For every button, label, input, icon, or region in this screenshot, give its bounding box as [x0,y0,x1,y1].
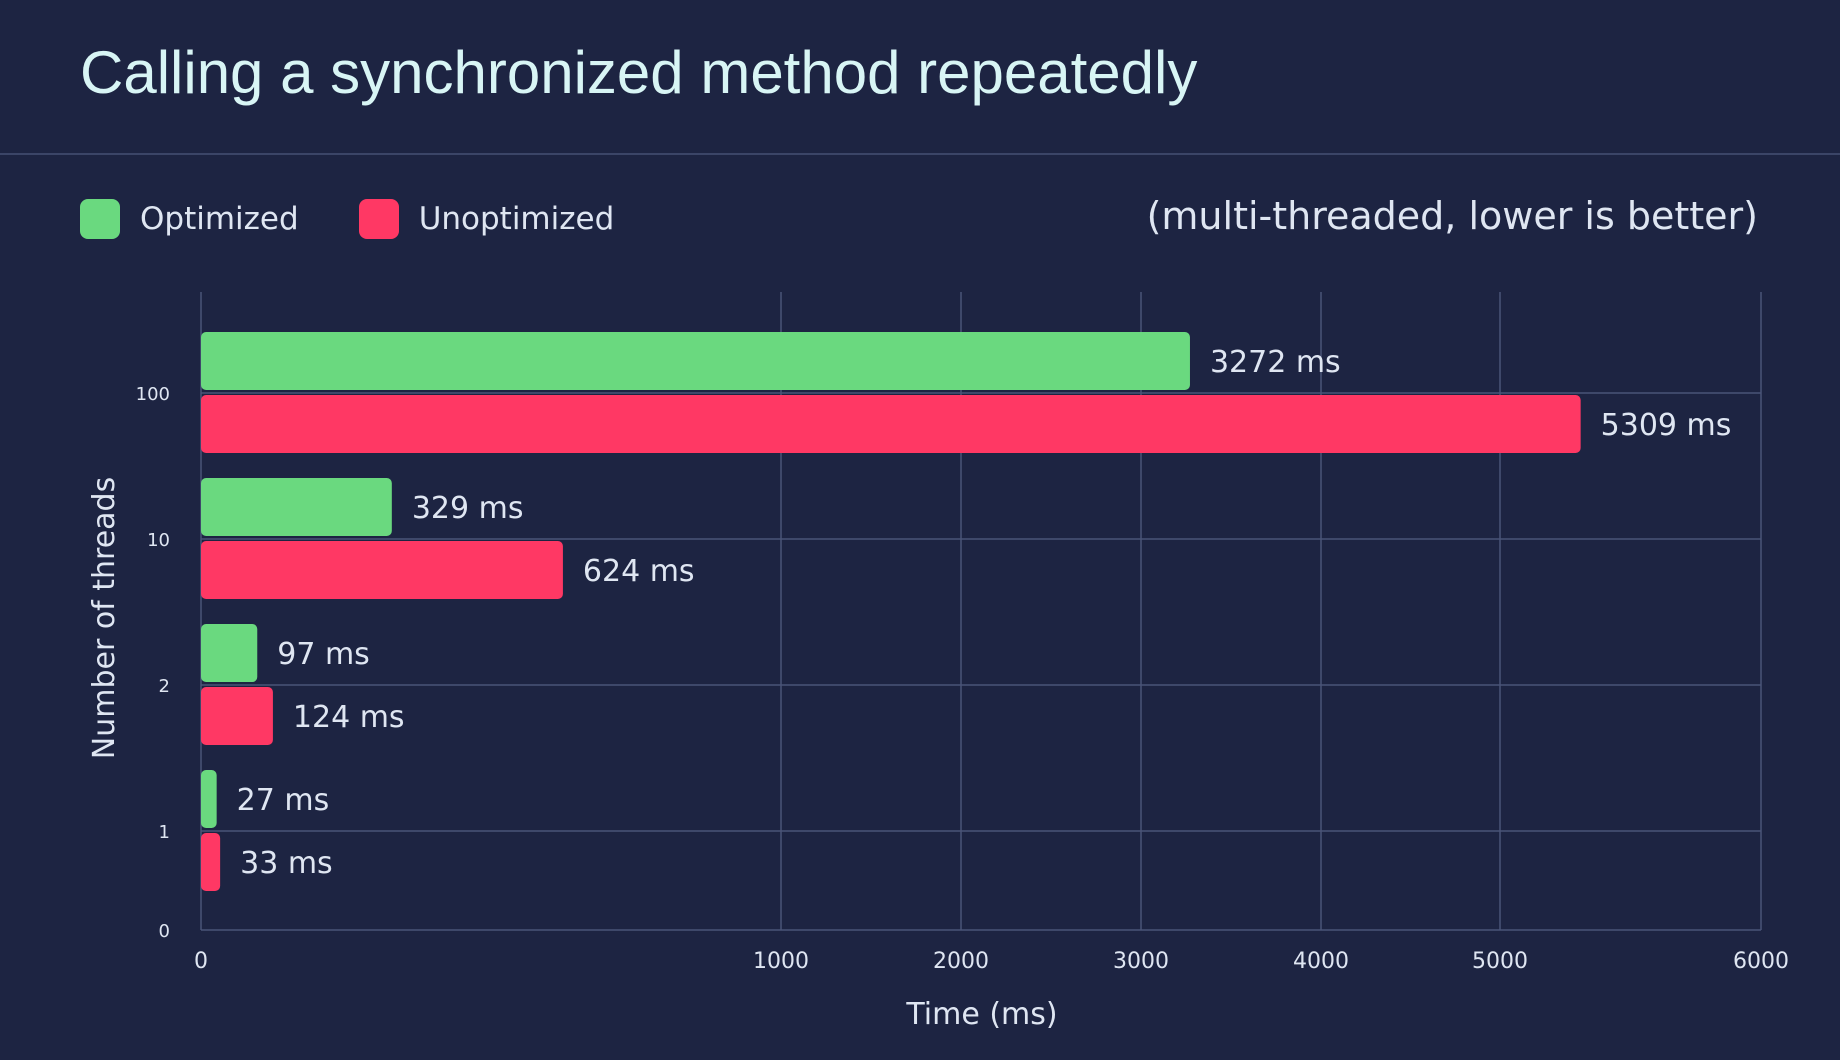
legend-label-unoptimized: Unoptimized [418,201,615,237]
legend-swatch-optimized [80,199,120,239]
bar-label-unoptimized: 624 ms [583,554,695,589]
y-tick-label: 100 [136,384,170,405]
x-axis-title: Time (ms) [905,997,1057,1032]
legend: Optimized Unoptimized [80,198,614,240]
bar-unoptimized [201,833,221,891]
bar-unoptimized [201,687,273,745]
bar-unoptimized [201,541,563,599]
x-tick-label: 6000 [1733,949,1789,974]
bar-optimized [201,770,217,828]
bar-label-unoptimized: 33 ms [240,846,333,881]
y-axis-title: Number of threads [87,477,122,759]
x-tick-label: 5000 [1472,949,1528,974]
bar-unoptimized [201,395,1581,453]
y-tick-label: 0 [159,921,170,942]
y-tick-label: 10 [147,530,170,551]
x-tick-label: 2000 [933,949,989,974]
bar-optimized [201,332,1190,390]
legend-item-unoptimized: Unoptimized [358,199,615,239]
bar-optimized [201,624,258,682]
chart-note: (multi-threaded, lower is better) [1146,194,1758,238]
bar-label-optimized: 329 ms [412,491,524,526]
y-tick-label: 1 [159,822,170,843]
bar-label-unoptimized: 124 ms [293,700,405,735]
legend-swatch-unoptimized [358,199,399,239]
bar-label-optimized: 27 ms [237,783,330,818]
bar-optimized [201,478,392,536]
x-tick-label: 0 [194,949,208,974]
x-tick-label: 3000 [1113,949,1169,974]
bar-label-optimized: 97 ms [277,637,370,672]
x-tick-label: 4000 [1293,949,1349,974]
legend-item-optimized: Optimized [80,199,299,239]
chart-title: Calling a synchronized method repeatedly [80,39,1198,106]
y-tick-label: 2 [159,676,170,697]
legend-label-optimized: Optimized [140,201,299,237]
bar-label-unoptimized: 5309 ms [1601,408,1732,443]
title-divider [0,153,1840,155]
bar-label-optimized: 3272 ms [1210,345,1341,380]
x-tick-label: 1000 [753,949,809,974]
